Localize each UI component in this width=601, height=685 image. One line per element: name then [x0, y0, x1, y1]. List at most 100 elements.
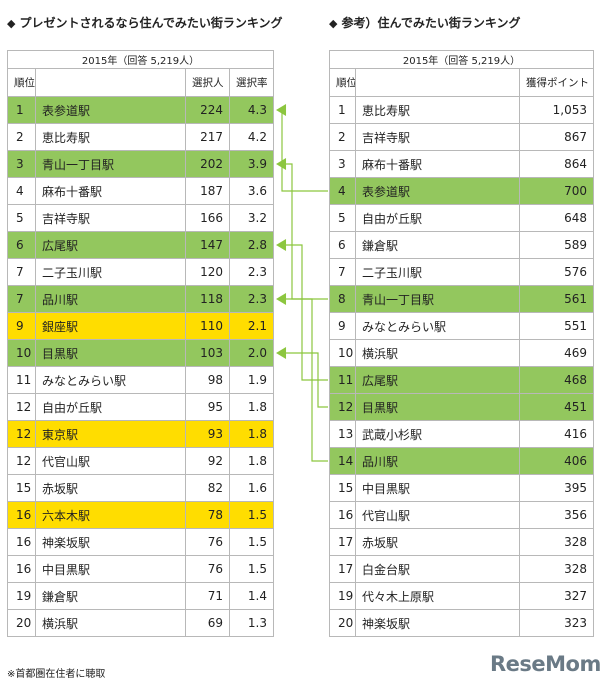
station-cell: 品川駅 — [35, 285, 186, 313]
station-cell: 目黒駅 — [355, 393, 520, 421]
points-cell: 469 — [519, 339, 594, 367]
station-cell: 東京駅 — [35, 420, 186, 448]
rate-cell: 1.6 — [228, 474, 275, 502]
connector-line — [284, 298, 328, 462]
table-row: 12 自由が丘駅 95 1.8 — [7, 393, 275, 421]
left-ranking-table: 2015年（回答 5,219人） 順位 選択人 選択率 1 表参道駅 224 4.3 2… — [6, 50, 275, 637]
table-row: 11 広尾駅 468 — [329, 366, 594, 394]
rate-cell: 2.0 — [228, 339, 275, 367]
rate-cell: 4.2 — [228, 123, 275, 151]
rank-cell: 19 — [7, 582, 36, 610]
table-row: 15 赤坂駅 82 1.6 — [7, 474, 275, 502]
rank-cell: 17 — [329, 555, 356, 583]
count-cell: 76 — [185, 555, 230, 583]
footnote: ※首都圏在住者に聴取 — [7, 669, 106, 680]
count-cell: 147 — [185, 231, 230, 259]
table-row: 8 青山一丁目駅 561 — [329, 285, 594, 313]
rank-cell: 15 — [329, 474, 356, 502]
table-row: 14 品川駅 406 — [329, 447, 594, 475]
station-cell: 表参道駅 — [35, 96, 186, 124]
table-row: 10 目黒駅 103 2.0 — [7, 339, 275, 367]
rank-cell: 6 — [329, 231, 356, 259]
rank-cell: 11 — [7, 366, 36, 394]
station-cell: 広尾駅 — [35, 231, 186, 259]
station-cell: 二子玉川駅 — [35, 258, 186, 286]
table-row: 17 赤坂駅 328 — [329, 528, 594, 556]
table-row: 4 麻布十番駅 187 3.6 — [7, 177, 275, 205]
table-row: 5 吉祥寺駅 166 3.2 — [7, 204, 275, 232]
connector-line — [284, 352, 328, 408]
table-row: 11 みなとみらい駅 98 1.9 — [7, 366, 275, 394]
table-row: 4 表参道駅 700 — [329, 177, 594, 205]
table-row: 1 恵比寿駅 1,053 — [329, 96, 594, 124]
arrow-left-icon — [276, 158, 287, 170]
arrow-left-icon — [276, 104, 287, 116]
header-rate: 選択率 — [228, 68, 275, 97]
left-heading: ◆ プレゼントされるなら住んでみたい街ランキング — [7, 14, 283, 31]
table-row: 15 中目黒駅 395 — [329, 474, 594, 502]
rate-cell: 1.4 — [228, 582, 275, 610]
points-cell: 328 — [519, 555, 594, 583]
count-cell: 217 — [185, 123, 230, 151]
station-cell: 横浜駅 — [35, 609, 186, 637]
rank-cell: 15 — [7, 474, 36, 502]
table-row: 7 二子玉川駅 120 2.3 — [7, 258, 275, 286]
rate-cell: 1.5 — [228, 528, 275, 556]
points-cell: 451 — [519, 393, 594, 421]
rank-cell: 3 — [7, 150, 36, 178]
connector-line — [284, 244, 328, 381]
points-cell: 867 — [519, 123, 594, 151]
connector-line — [284, 163, 328, 300]
station-cell: 吉祥寺駅 — [355, 123, 520, 151]
count-cell: 95 — [185, 393, 230, 421]
rank-cell: 7 — [7, 285, 36, 313]
rank-cell: 1 — [7, 96, 36, 124]
count-cell: 166 — [185, 204, 230, 232]
rate-cell: 1.8 — [228, 420, 275, 448]
rank-cell: 7 — [329, 258, 356, 286]
table-row: 16 中目黒駅 76 1.5 — [7, 555, 275, 583]
rank-cell: 2 — [7, 123, 36, 151]
rank-cell: 9 — [329, 312, 356, 340]
station-cell: 赤坂駅 — [355, 528, 520, 556]
rate-cell: 1.8 — [228, 393, 275, 421]
rank-cell: 20 — [329, 609, 356, 637]
rank-cell: 6 — [7, 231, 36, 259]
station-cell: 麻布十番駅 — [35, 177, 186, 205]
station-cell: 神楽坂駅 — [355, 609, 520, 637]
rank-cell: 2 — [329, 123, 356, 151]
table-row: 13 武蔵小杉駅 416 — [329, 420, 594, 448]
station-cell: 中目黒駅 — [35, 555, 186, 583]
table-row: 10 横浜駅 469 — [329, 339, 594, 367]
rate-cell: 2.1 — [228, 312, 275, 340]
count-cell: 69 — [185, 609, 230, 637]
header-rank: 順位 — [329, 68, 356, 97]
rate-cell: 4.3 — [228, 96, 275, 124]
points-cell: 589 — [519, 231, 594, 259]
right-title: 参考）住んでみたい街ランキング — [341, 16, 521, 30]
rate-cell: 2.3 — [228, 285, 275, 313]
table-row: 19 鎌倉駅 71 1.4 — [7, 582, 275, 610]
arrow-left-icon — [276, 293, 287, 305]
rank-cell: 14 — [329, 447, 356, 475]
rank-cell: 10 — [329, 339, 356, 367]
station-cell: 青山一丁目駅 — [355, 285, 520, 313]
table-row: 6 広尾駅 147 2.8 — [7, 231, 275, 259]
station-cell: 代官山駅 — [35, 447, 186, 475]
rate-cell: 3.6 — [228, 177, 275, 205]
count-cell: 93 — [185, 420, 230, 448]
points-cell: 468 — [519, 366, 594, 394]
points-cell: 648 — [519, 204, 594, 232]
rank-cell: 5 — [7, 204, 36, 232]
arrow-left-icon — [276, 239, 287, 251]
station-cell: 鎌倉駅 — [355, 231, 520, 259]
header-station — [355, 68, 520, 97]
station-cell: 吉祥寺駅 — [35, 204, 186, 232]
rank-cell: 10 — [7, 339, 36, 367]
table-row: 12 目黒駅 451 — [329, 393, 594, 421]
table-row: 7 二子玉川駅 576 — [329, 258, 594, 286]
points-cell: 1,053 — [519, 96, 594, 124]
table-row: 20 神楽坂駅 323 — [329, 609, 594, 637]
table-row: 20 横浜駅 69 1.3 — [7, 609, 275, 637]
count-cell: 98 — [185, 366, 230, 394]
